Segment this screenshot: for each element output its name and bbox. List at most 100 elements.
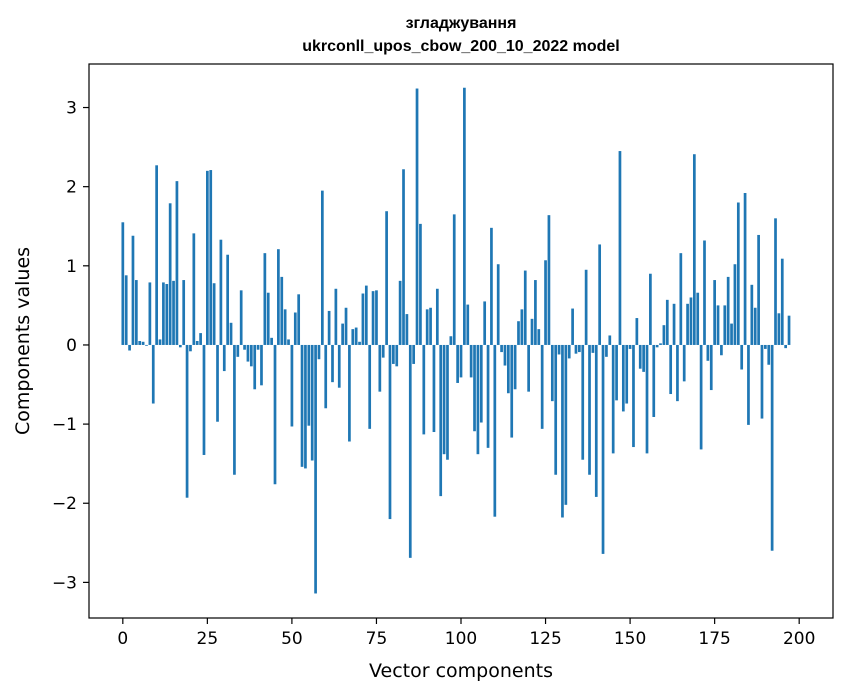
bar xyxy=(503,344,507,366)
bar xyxy=(649,273,652,345)
bar xyxy=(520,309,524,345)
bar xyxy=(246,344,250,362)
bar xyxy=(277,249,280,345)
bar xyxy=(364,285,368,345)
bar xyxy=(297,294,301,345)
y-tick-label: 2 xyxy=(66,178,77,198)
bar xyxy=(506,344,510,394)
bar xyxy=(304,344,307,469)
y-tick-label: −1 xyxy=(52,415,77,435)
bar xyxy=(598,244,602,345)
y-tick-label: 0 xyxy=(66,336,77,356)
bar xyxy=(388,344,392,520)
bar xyxy=(547,215,551,345)
bar xyxy=(128,344,131,351)
bar xyxy=(510,344,514,438)
bar xyxy=(337,344,341,388)
bar xyxy=(266,292,270,345)
bar xyxy=(550,344,554,402)
bar xyxy=(300,344,304,467)
bar xyxy=(591,344,595,353)
bar xyxy=(283,309,287,345)
bar xyxy=(287,339,290,345)
bar xyxy=(341,323,344,345)
bar xyxy=(534,280,537,345)
bar xyxy=(331,344,334,383)
bar xyxy=(692,154,696,345)
bar xyxy=(270,337,273,345)
bar xyxy=(709,344,713,391)
bar xyxy=(260,344,263,386)
bar xyxy=(540,344,544,429)
bar xyxy=(753,307,757,345)
bar xyxy=(500,344,503,353)
bar xyxy=(432,344,436,433)
bar xyxy=(348,344,351,442)
bar xyxy=(446,344,449,460)
bar xyxy=(178,344,182,348)
bar xyxy=(723,305,727,345)
bar xyxy=(195,341,199,345)
bar xyxy=(243,344,246,350)
bar xyxy=(662,325,666,345)
bar xyxy=(124,275,128,345)
y-tick-label: 3 xyxy=(66,99,77,119)
bar xyxy=(375,290,378,345)
bar xyxy=(554,344,558,475)
bar xyxy=(567,344,571,359)
bar xyxy=(317,344,321,360)
bar xyxy=(638,344,642,369)
bar xyxy=(398,280,402,345)
bar xyxy=(747,344,750,425)
bar xyxy=(162,282,165,345)
y-tick-label: −3 xyxy=(52,573,77,593)
bar xyxy=(615,344,618,401)
bar xyxy=(628,344,632,349)
bar xyxy=(256,344,260,350)
bar xyxy=(280,276,284,345)
bar xyxy=(689,297,693,345)
x-tick-label: 50 xyxy=(281,629,303,649)
bar xyxy=(764,344,767,349)
bar xyxy=(419,223,422,345)
bar xyxy=(172,280,175,345)
bar xyxy=(236,344,240,357)
bar xyxy=(314,344,317,594)
bar xyxy=(395,344,399,367)
bar xyxy=(608,335,612,345)
bar xyxy=(486,344,490,448)
bar xyxy=(493,344,497,517)
bar xyxy=(405,314,409,345)
bar xyxy=(354,327,358,345)
bar xyxy=(229,322,233,345)
bar xyxy=(192,233,196,345)
bar xyxy=(665,299,669,345)
bar xyxy=(527,344,530,392)
bar xyxy=(138,341,142,345)
x-tick-label: 150 xyxy=(614,629,646,649)
bar xyxy=(442,344,446,455)
bar xyxy=(361,293,365,345)
bar xyxy=(513,344,517,390)
bar xyxy=(625,344,629,404)
bar xyxy=(780,258,784,345)
bar xyxy=(233,344,236,475)
bar xyxy=(787,315,791,345)
bar xyxy=(726,276,730,345)
bar xyxy=(733,264,737,345)
bar xyxy=(148,282,152,345)
bar xyxy=(307,344,311,426)
bar xyxy=(216,344,219,422)
bar xyxy=(517,321,520,345)
bar xyxy=(530,318,534,345)
bar xyxy=(429,307,432,345)
bar xyxy=(696,292,700,345)
y-axis-label: Components values xyxy=(12,247,34,435)
bar xyxy=(720,344,723,356)
bar xyxy=(175,181,179,345)
x-tick-label: 200 xyxy=(783,629,815,649)
bar xyxy=(358,341,361,345)
bar xyxy=(344,307,348,345)
bar xyxy=(165,284,169,345)
bar xyxy=(134,280,138,345)
